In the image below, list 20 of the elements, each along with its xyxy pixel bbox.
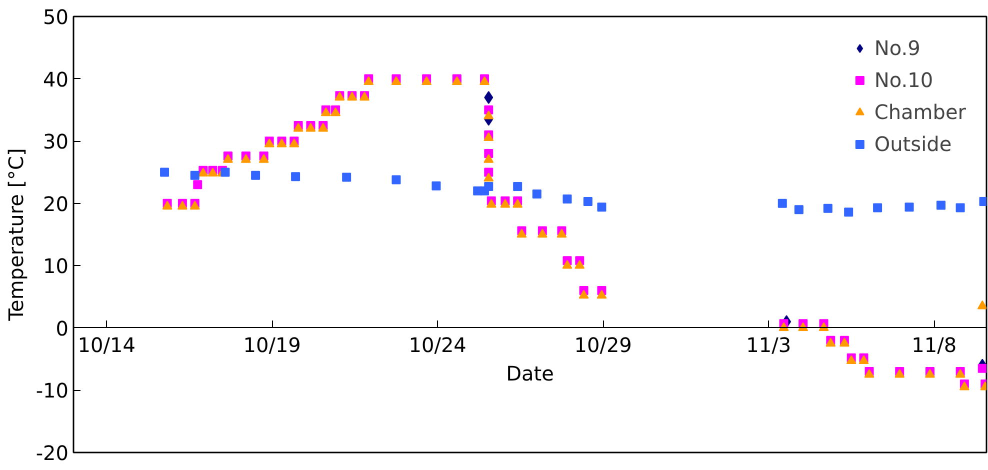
- legend-label: No.10: [874, 68, 934, 92]
- x-tick-label: 11/3: [746, 332, 792, 357]
- x-tick-label: 10/19: [243, 332, 301, 357]
- legend-label: Outside: [874, 132, 952, 156]
- y-tick-label: 20: [43, 192, 69, 216]
- x-tick-label: 10/29: [574, 332, 632, 357]
- y-tick-label: 30: [43, 130, 69, 154]
- x-tick-label: 11/8: [912, 332, 957, 357]
- y-tick-label: -20: [36, 441, 69, 465]
- y-tick-label: 10: [43, 254, 69, 278]
- x-tick-label: 10/14: [78, 332, 136, 357]
- legend-label: Chamber: [874, 100, 966, 124]
- y-tick-label: -10: [36, 378, 69, 403]
- x-axis-title: Date: [506, 362, 554, 386]
- legend-label: No.9: [874, 36, 920, 60]
- x-tick-label: 10/24: [408, 332, 466, 357]
- y-axis-title: Temperature [°C]: [4, 148, 28, 322]
- y-tick-label: 0: [56, 316, 69, 340]
- y-tick-label: 40: [43, 67, 69, 92]
- y-tick-label: 50: [43, 5, 69, 29]
